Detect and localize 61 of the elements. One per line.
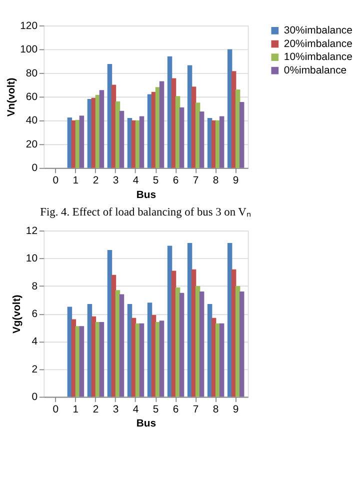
x-tick-label: 9 [232, 176, 239, 187]
bar [159, 320, 164, 397]
x-tick-label: 1 [72, 176, 79, 187]
x-tick-label: 4 [132, 176, 139, 187]
y-tick-label: 12 [26, 226, 38, 237]
bar [239, 102, 244, 168]
x-tick-label: 7 [192, 404, 199, 416]
bar [99, 322, 104, 397]
bar [199, 292, 204, 397]
x-axis-title: Bus [136, 418, 156, 430]
y-tick-label: 40 [26, 116, 38, 127]
x-tick-label: 0 [52, 176, 59, 187]
legend-label: 20%imbalance [284, 38, 353, 50]
legend-label: 30%imbalance [284, 26, 353, 37]
x-tick-label: 8 [212, 404, 219, 416]
y-tick-label: 60 [26, 92, 38, 103]
bar [179, 107, 184, 168]
x-tick-label: 7 [192, 176, 199, 187]
x-tick-label: 3 [112, 176, 119, 187]
x-tick-label: 5 [152, 404, 159, 416]
y-tick-label: 6 [32, 308, 38, 320]
x-tick-label: 8 [212, 176, 219, 187]
y-tick-label: 10 [26, 254, 38, 265]
bar [219, 323, 224, 397]
legend-label: 0%imbalance [284, 65, 347, 76]
bar [79, 116, 84, 168]
bar [219, 116, 224, 168]
bar [179, 292, 184, 397]
x-tick-label: 3 [112, 404, 119, 416]
y-axis-title: Vn(volt) [6, 78, 18, 117]
legend-label: 10%imbalance [284, 52, 353, 64]
bar [159, 81, 164, 168]
y-tick-label: 80 [26, 68, 38, 80]
x-tick-label: 5 [152, 176, 159, 187]
y-tick-label: 8 [32, 281, 38, 292]
caption: Fig. 4. Effect of load balancing of bus 3 on Vₙ [40, 206, 252, 218]
bar [119, 110, 124, 168]
x-tick-label: 4 [132, 404, 139, 416]
y-axis-title: Vg(volt) [12, 294, 24, 334]
x-tick-label: 2 [92, 404, 99, 416]
x-tick-label: 1 [72, 404, 79, 416]
y-tick-label: 0 [32, 163, 38, 174]
x-tick-label: 9 [232, 404, 239, 416]
bar [199, 112, 204, 168]
x-tick-label: 2 [92, 176, 99, 187]
y-tick-label: 4 [32, 336, 38, 348]
y-tick-label: 100 [20, 44, 38, 56]
y-tick-label: 120 [20, 20, 38, 32]
x-tick-label: 6 [172, 404, 179, 416]
y-tick-label: 2 [32, 364, 38, 376]
bar [139, 323, 144, 397]
bar [239, 292, 244, 397]
y-tick-label: 20 [26, 139, 38, 150]
bar [139, 116, 144, 168]
x-tick-label: 6 [172, 176, 179, 187]
bar [79, 326, 84, 397]
x-axis-title: Bus [136, 190, 156, 201]
x-tick-label: 0 [52, 404, 59, 416]
y-tick-label: 0 [32, 392, 38, 404]
bar [99, 90, 104, 168]
bar [119, 294, 124, 397]
